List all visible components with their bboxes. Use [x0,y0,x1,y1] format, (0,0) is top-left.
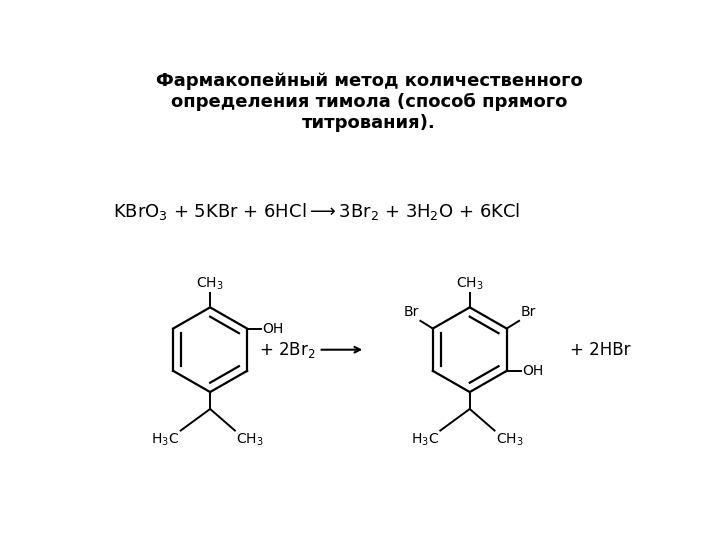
Text: Br: Br [403,305,419,319]
Text: OH: OH [263,321,284,335]
Text: H$_3$C: H$_3$C [410,432,438,449]
Text: CH$_3$: CH$_3$ [496,432,523,449]
Text: KBrO$_3$ + 5KBr + 6HCl$\longrightarrow$3Br$_2$ + 3H$_2$O + 6KCl: KBrO$_3$ + 5KBr + 6HCl$\longrightarrow$3… [113,200,521,221]
Text: + 2Br$_2$: + 2Br$_2$ [259,340,316,360]
Text: Фармакопейный метод количественного
определения тимола (способ прямого
титровани: Фармакопейный метод количественного опре… [156,72,582,132]
Text: CH$_3$: CH$_3$ [197,275,224,292]
Text: CH$_3$: CH$_3$ [456,275,484,292]
Text: OH: OH [522,364,544,378]
Text: Br: Br [521,305,536,319]
Text: + 2HBr: + 2HBr [570,341,631,359]
Text: H$_3$C: H$_3$C [151,432,179,449]
Text: CH$_3$: CH$_3$ [236,432,264,449]
